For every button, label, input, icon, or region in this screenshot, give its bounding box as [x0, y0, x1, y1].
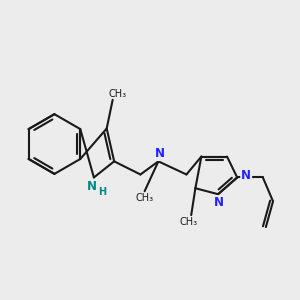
Text: CH₃: CH₃	[109, 89, 127, 99]
Text: CH₃: CH₃	[136, 193, 154, 203]
Text: N: N	[214, 196, 224, 209]
Text: N: N	[86, 180, 97, 193]
Text: CH₃: CH₃	[179, 217, 197, 227]
Text: N: N	[241, 169, 251, 182]
Text: N: N	[154, 147, 165, 160]
Text: H: H	[98, 188, 106, 197]
